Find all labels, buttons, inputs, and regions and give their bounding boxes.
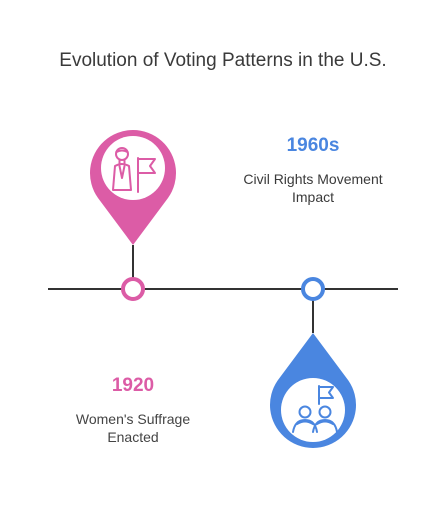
page-title: Evolution of Voting Patterns in the U.S. xyxy=(59,50,387,71)
event-description-line: Women's Suffrage xyxy=(75,411,191,427)
event-description-1960s: Civil Rights Movement Impact xyxy=(218,170,408,206)
event-year-1920: 1920 xyxy=(111,375,155,396)
group-with-flag-icon xyxy=(292,385,338,433)
event-marker-1960s xyxy=(270,277,356,448)
event-description-1920: Women's Suffrage Enacted xyxy=(58,410,208,446)
event-description-line: Civil Rights Movement xyxy=(243,171,383,187)
event-description-line: Enacted xyxy=(107,429,159,445)
timeline-node-1960s xyxy=(301,277,325,301)
pin-inner-1920 xyxy=(101,136,165,200)
event-marker-1920 xyxy=(90,130,176,301)
woman-with-flag-icon xyxy=(112,147,156,193)
event-year-1960s: 1960s xyxy=(286,135,340,156)
timeline-node-1920 xyxy=(121,277,145,301)
event-description-line: Impact xyxy=(291,189,334,205)
